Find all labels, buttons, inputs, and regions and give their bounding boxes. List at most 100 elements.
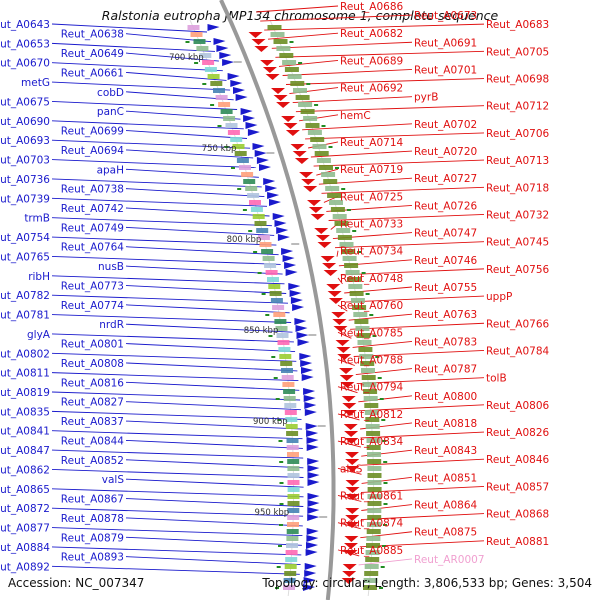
gene-connector-right [256,5,339,13]
gene-connector-left [125,556,301,566]
gene-right-strand [345,522,359,528]
gene-category-block [293,88,307,93]
gene-marker [382,545,386,547]
gene-category-block [365,424,380,429]
gene-connector-left [51,81,231,91]
gene-label-left: Reut_A0782 [0,290,50,302]
gene-category-block [365,550,380,555]
gene-left-strand [269,199,281,206]
gene-label-left: Reut_A0675 [0,96,50,108]
gene-category-block [348,284,363,289]
gene-category-block [366,543,380,548]
gene-label-left: Reut_A0878 [61,513,124,525]
gene-label-right: alaS [340,463,363,475]
gene-category-block [290,81,305,86]
gene-label-left: Reut_A0827 [61,397,124,409]
gene-label-left: Reut_A0736 [0,174,50,186]
gene-left-strand [259,164,271,171]
gene-category-block [254,221,267,226]
gene-right-strand [344,543,358,549]
gene-category-block [367,494,382,499]
gene-label-right: Reut_A0706 [486,128,550,140]
gene-left-strand [247,129,260,136]
gene-category-block [187,25,200,30]
gene-category-block [310,137,325,142]
gene-left-strand [306,444,319,451]
gene-label-right: Reut_A0689 [340,55,403,67]
gene-marker [372,335,377,337]
gene-connector-right [292,96,413,104]
gene-marker [375,356,380,358]
gene-left-strand [263,178,276,185]
gene-connector-left [51,565,300,575]
gene-category-block [295,95,310,100]
gene-left-strand [267,192,280,199]
gene-category-block [247,193,260,198]
gene-right-strand [333,326,348,332]
gene-right-strand [345,515,360,521]
gene-right-strand [260,60,275,66]
gene-connector-right [337,277,343,285]
gene-marker [237,188,242,190]
ruler-label: 850 kbp [244,326,279,336]
gene-left-strand [230,80,243,87]
gene-label-right: Reut_A0756 [486,264,550,276]
gene-left-strand [233,87,245,94]
gene-right-strand [345,480,360,486]
gene-label-right: Reut_A0747 [414,228,477,240]
gene-category-block [367,508,382,513]
gene-right-strand [345,466,360,472]
gene-label-left: Reut_A0892 [0,561,50,573]
gene-marker [380,566,385,568]
gene-label-left: Reut_A0764 [61,242,125,254]
gene-category-block [287,452,299,457]
gene-category-block [234,151,247,156]
gene-connector-left [125,110,241,120]
gene-category-block [230,137,243,142]
gene-marker [278,545,282,547]
gene-category-block [283,396,296,401]
gene-category-block [312,144,327,149]
gene-category-block [366,536,381,541]
gene-label-right: Reut_A0760 [340,300,403,312]
gene-marker [217,125,222,127]
gene-label-left: Reut_A0808 [61,358,124,370]
gene-label-right: Reut_A0788 [340,355,403,367]
gene-marker [379,587,383,589]
gene-label-right: Reut_A0861 [340,490,403,502]
gene-label-left: Reut_A0837 [61,416,124,428]
gene-marker [224,146,229,148]
gene-category-block [303,116,318,121]
gene-label-right: Reut_A0874 [340,518,404,530]
gene-label-right: Reut_A0702 [414,119,477,131]
gene-category-block [364,571,379,576]
gene-left-strand [216,45,229,52]
gene-category-block [367,515,382,520]
ruler-label: 900 kbp [253,417,288,427]
gene-label-right: Reut_A0686 [340,1,404,13]
gene-category-block [287,74,302,79]
gene-connector-left [125,168,259,178]
gene-category-block [361,375,376,380]
gene-connector-left [51,314,292,323]
gene-label-right: Reut_A0857 [486,481,549,493]
gene-category-block [298,102,313,107]
gene-label-right: Reut_A0746 [414,255,478,267]
gene-label-left: Reut_A0749 [61,222,124,234]
gene-right-strand [299,172,314,178]
gene-label-right: Reut_A0698 [486,74,549,86]
gene-label-right: Reut_A0766 [486,318,550,330]
gene-category-block [336,228,351,233]
gene-label-right: Reut_A0719 [340,164,403,176]
gene-right-strand [303,186,318,192]
gene-category-block [365,417,380,422]
gene-label-left: trmB [24,213,50,225]
gene-category-block [274,319,287,324]
gene-label-right: tolB [486,373,507,385]
gene-category-block [213,88,225,93]
gene-left-strand [256,157,269,164]
gene-left-strand [240,108,253,115]
gene-marker [268,335,273,337]
gene-right-strand [340,382,355,388]
gene-connector-left [125,130,248,139]
